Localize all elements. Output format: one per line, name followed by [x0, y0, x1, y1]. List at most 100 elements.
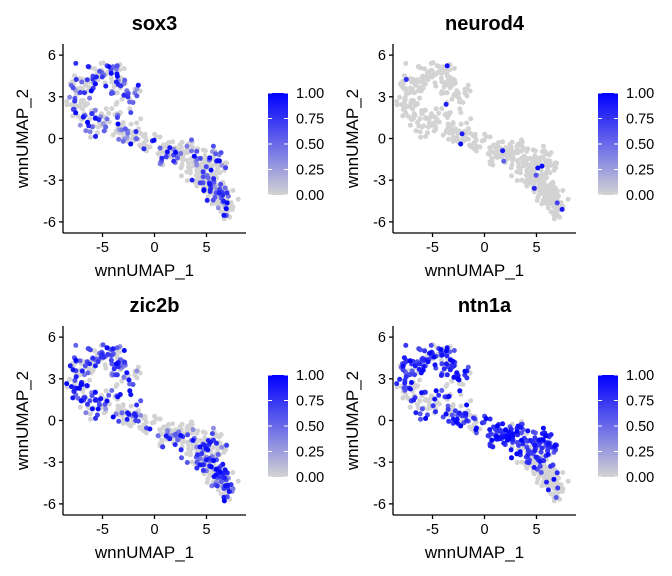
cell-point [509, 173, 514, 179]
cell-point [208, 167, 214, 173]
cell-point [443, 348, 449, 354]
cell-point [216, 190, 222, 196]
cell-point [179, 173, 184, 179]
cell-point [207, 155, 213, 161]
cell-point [524, 167, 530, 173]
cell-point [446, 393, 452, 399]
cell-point [524, 156, 530, 162]
cell-point [111, 84, 117, 90]
cell-point [494, 423, 500, 429]
cell-point [90, 355, 96, 361]
points-layer [64, 342, 241, 504]
cell-point [222, 483, 228, 489]
cell-point [93, 133, 98, 139]
cell-point [527, 162, 533, 168]
cell-point [218, 150, 224, 156]
cell-point [463, 129, 469, 135]
cell-point [214, 440, 219, 446]
cell-point [224, 190, 230, 196]
cell-point [439, 352, 445, 358]
colorbar-label: 1.00 [626, 86, 654, 102]
cell-point [458, 141, 464, 147]
cell-point [229, 206, 235, 212]
cell-point [170, 139, 176, 145]
cell-point [443, 101, 449, 107]
cell-point [543, 190, 549, 196]
y-tick-label: 3 [378, 90, 386, 106]
cell-point [73, 357, 79, 363]
cell-point [436, 401, 442, 407]
cell-point [187, 170, 193, 176]
cell-point [444, 71, 450, 77]
cell-point [540, 143, 546, 149]
cell-point [142, 131, 148, 137]
cell-point [517, 170, 523, 176]
cell-point [554, 208, 560, 214]
cell-point [185, 432, 191, 438]
cell-point [540, 155, 546, 161]
cell-point [124, 416, 130, 422]
cell-point [194, 167, 200, 173]
cell-point [454, 370, 460, 376]
cell-point [508, 447, 514, 453]
cell-point [418, 416, 423, 422]
y-tick-label: -6 [43, 497, 56, 513]
cell-point [414, 383, 420, 389]
cell-point [422, 348, 428, 354]
y-tick-label: 6 [378, 48, 386, 64]
panel-sox3: sox3 -6 -3 0 3 6 -5 0 5 wnnUMAP_1 wnnUMAP_2 1.00 0.7… [13, 13, 324, 280]
cell-point [487, 427, 493, 433]
cell-point [425, 77, 431, 83]
y-tick-label: -3 [373, 173, 386, 189]
cell-point [458, 403, 464, 409]
cell-point [468, 398, 474, 404]
colorbar-label: 0.25 [296, 445, 324, 461]
cell-point [175, 155, 181, 161]
y-tick-label: 0 [48, 414, 56, 430]
cell-point [134, 86, 140, 92]
cell-point [161, 142, 166, 148]
cell-point [102, 362, 108, 368]
cell-point [202, 153, 208, 159]
cell-point [418, 134, 423, 140]
cell-point [444, 90, 450, 96]
cell-point [516, 160, 522, 166]
cell-point [416, 346, 422, 352]
cell-point [141, 140, 147, 146]
cell-point [531, 185, 537, 191]
cell-point [221, 475, 227, 481]
points-layer [394, 342, 571, 504]
cell-point [468, 130, 474, 136]
cell-point [80, 114, 86, 120]
cell-point [554, 480, 560, 486]
cell-point [104, 398, 110, 404]
cell-point [412, 363, 418, 369]
cell-point [104, 116, 110, 122]
cell-point [548, 432, 554, 438]
x-tick-label: 0 [480, 522, 488, 538]
x-tick-label: 5 [202, 522, 210, 538]
cell-point [76, 385, 82, 391]
cell-point [554, 160, 560, 166]
x-tick-label: 0 [150, 240, 158, 256]
cell-point [92, 81, 98, 87]
cell-point [525, 428, 531, 434]
cell-point [152, 131, 158, 137]
cell-point [71, 73, 77, 79]
cell-point [84, 383, 90, 389]
cell-point [459, 131, 465, 137]
cell-point [443, 361, 449, 367]
cell-point [135, 364, 141, 370]
cell-point [415, 401, 420, 407]
cell-point [87, 398, 93, 404]
cell-point [477, 144, 483, 150]
cell-point [204, 457, 209, 463]
cell-point [425, 130, 430, 136]
colorbar-legend: 1.00 0.75 0.50 0.25 0.00 [268, 368, 324, 486]
cell-point [189, 459, 195, 465]
cell-point [548, 463, 554, 469]
cell-point [151, 419, 157, 425]
cell-point [157, 416, 163, 422]
cell-point [134, 136, 140, 142]
cell-point [106, 110, 112, 116]
